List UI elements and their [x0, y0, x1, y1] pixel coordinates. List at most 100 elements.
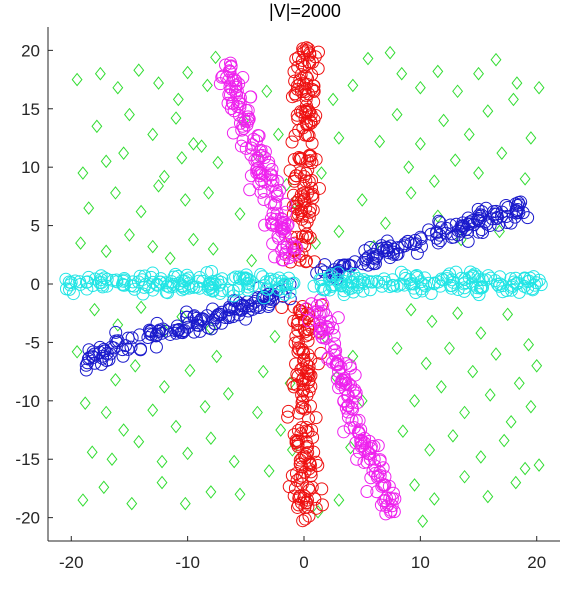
data-point-circle	[363, 241, 377, 255]
data-point-diamond	[164, 251, 176, 266]
data-point-diamond	[133, 63, 145, 78]
data-point-diamond	[263, 464, 275, 478]
data-point-circle	[111, 334, 125, 348]
data-point-diamond	[272, 127, 284, 142]
data-point-circle	[303, 205, 317, 219]
data-point-circle	[268, 273, 282, 287]
data-point-diamond	[112, 80, 124, 95]
data-point-circle	[94, 269, 108, 283]
data-point-diamond	[444, 341, 455, 356]
data-point-circle	[344, 275, 358, 289]
data-point-circle	[534, 278, 548, 292]
data-point-diamond	[71, 344, 83, 359]
data-point-diamond	[490, 347, 502, 361]
data-point-circle	[522, 274, 536, 288]
data-point-circle	[364, 471, 378, 485]
data-point-diamond	[396, 66, 408, 81]
data-point-diamond	[147, 127, 159, 142]
data-point-circle	[430, 226, 444, 240]
data-point-circle	[224, 59, 238, 73]
data-point-circle	[236, 71, 250, 85]
data-point-circle	[341, 405, 355, 419]
data-point-circle	[373, 454, 387, 468]
data-point-circle	[299, 92, 313, 106]
data-point-circle	[292, 249, 306, 263]
data-point-circle	[363, 283, 377, 297]
x-tick-label: 20	[527, 553, 546, 572]
data-point-diamond	[312, 504, 324, 519]
data-point-circle	[301, 500, 315, 514]
data-point-diamond	[459, 405, 471, 420]
data-point-circle	[322, 270, 336, 284]
data-point-circle	[324, 268, 338, 282]
data-point-circle	[430, 231, 444, 245]
data-point-circle	[269, 197, 283, 211]
data-point-circle	[295, 421, 309, 435]
data-point-circle	[118, 339, 132, 353]
data-point-circle	[451, 224, 465, 238]
data-point-diamond	[449, 153, 461, 167]
data-point-circle	[301, 163, 315, 177]
data-point-diamond	[112, 318, 124, 332]
data-point-circle	[208, 277, 222, 291]
data-point-circle	[187, 310, 201, 324]
data-point-circle	[102, 353, 116, 367]
data-point-circle	[182, 277, 196, 291]
data-point-circle	[241, 304, 255, 318]
data-point-circle	[286, 377, 300, 391]
data-point-diamond	[414, 80, 426, 95]
data-point-circle	[283, 164, 297, 178]
data-point-circle	[296, 400, 310, 414]
data-point-diamond	[432, 209, 444, 224]
data-point-circle	[136, 287, 150, 301]
data-point-circle	[309, 152, 323, 166]
data-point-circle	[290, 500, 304, 514]
data-point-diamond	[126, 496, 138, 511]
data-point-circle	[298, 465, 312, 479]
data-point-circle	[59, 272, 73, 286]
data-point-circle	[386, 245, 400, 259]
y-tick-label: 5	[31, 217, 40, 236]
data-point-circle	[149, 340, 163, 354]
data-point-circle	[399, 268, 413, 282]
data-point-diamond	[519, 461, 531, 476]
data-point-diamond	[403, 160, 415, 174]
data-point-circle	[263, 272, 277, 286]
data-point-circle	[302, 148, 316, 162]
data-point-circle	[240, 118, 254, 132]
data-point-circle	[488, 274, 502, 288]
data-point-circle	[243, 183, 257, 197]
data-point-circle	[510, 204, 524, 218]
data-point-circle	[416, 277, 430, 291]
data-point-diamond	[79, 396, 91, 410]
data-point-circle	[307, 445, 321, 459]
data-point-circle	[371, 439, 385, 453]
data-point-circle	[174, 325, 188, 339]
data-point-diamond	[205, 485, 217, 499]
data-point-circle	[355, 275, 369, 289]
data-point-circle	[350, 452, 364, 466]
y-tick-label: 10	[21, 158, 40, 177]
data-point-circle	[215, 316, 229, 330]
data-point-circle	[291, 313, 305, 327]
data-point-circle	[244, 90, 258, 104]
data-point-circle	[458, 276, 472, 290]
data-point-circle	[264, 173, 278, 187]
data-point-diamond	[118, 146, 130, 160]
data-point-diamond	[511, 76, 523, 90]
data-point-diamond	[391, 341, 403, 356]
data-point-circle	[62, 275, 76, 289]
data-point-circle	[212, 307, 226, 321]
data-point-circle	[466, 277, 480, 291]
data-point-circle	[368, 252, 382, 266]
y-tick-label: -15	[15, 450, 40, 469]
data-point-diamond	[156, 475, 168, 490]
data-point-diamond	[158, 169, 170, 184]
data-point-diamond	[510, 475, 522, 490]
data-point-circle	[294, 195, 308, 209]
data-point-circle	[223, 80, 237, 94]
data-point-circle	[293, 151, 307, 165]
data-point-circle	[262, 158, 276, 172]
data-point-diamond	[490, 52, 502, 67]
data-point-diamond	[405, 302, 417, 317]
